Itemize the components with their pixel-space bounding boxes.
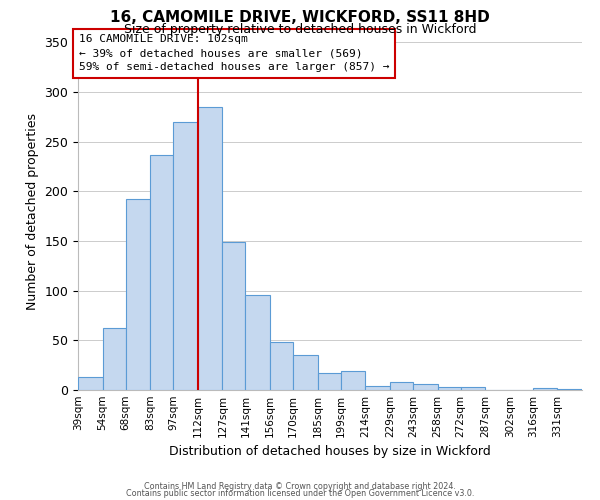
Bar [390,382,413,390]
Bar [533,388,557,390]
Bar [413,384,437,390]
X-axis label: Distribution of detached houses by size in Wickford: Distribution of detached houses by size … [169,446,491,458]
Text: 16 CAMOMILE DRIVE: 102sqm
← 39% of detached houses are smaller (569)
59% of semi: 16 CAMOMILE DRIVE: 102sqm ← 39% of detac… [79,34,389,72]
Bar [173,122,198,390]
Bar [293,355,317,390]
Bar [223,242,245,390]
Text: Size of property relative to detached houses in Wickford: Size of property relative to detached ho… [124,22,476,36]
Text: Contains HM Land Registry data © Crown copyright and database right 2024.: Contains HM Land Registry data © Crown c… [144,482,456,491]
Bar [125,200,150,390]
Bar [103,328,125,390]
Bar [198,107,223,390]
Bar [461,387,485,390]
Bar [78,377,103,390]
Bar [317,373,341,390]
Bar [557,389,582,390]
Bar [270,342,293,390]
Bar [341,371,365,390]
Bar [150,154,173,390]
Bar [437,387,461,390]
Bar [365,386,390,390]
Bar [245,294,270,390]
Y-axis label: Number of detached properties: Number of detached properties [26,113,39,310]
Text: Contains public sector information licensed under the Open Government Licence v3: Contains public sector information licen… [126,490,474,498]
Text: 16, CAMOMILE DRIVE, WICKFORD, SS11 8HD: 16, CAMOMILE DRIVE, WICKFORD, SS11 8HD [110,10,490,25]
